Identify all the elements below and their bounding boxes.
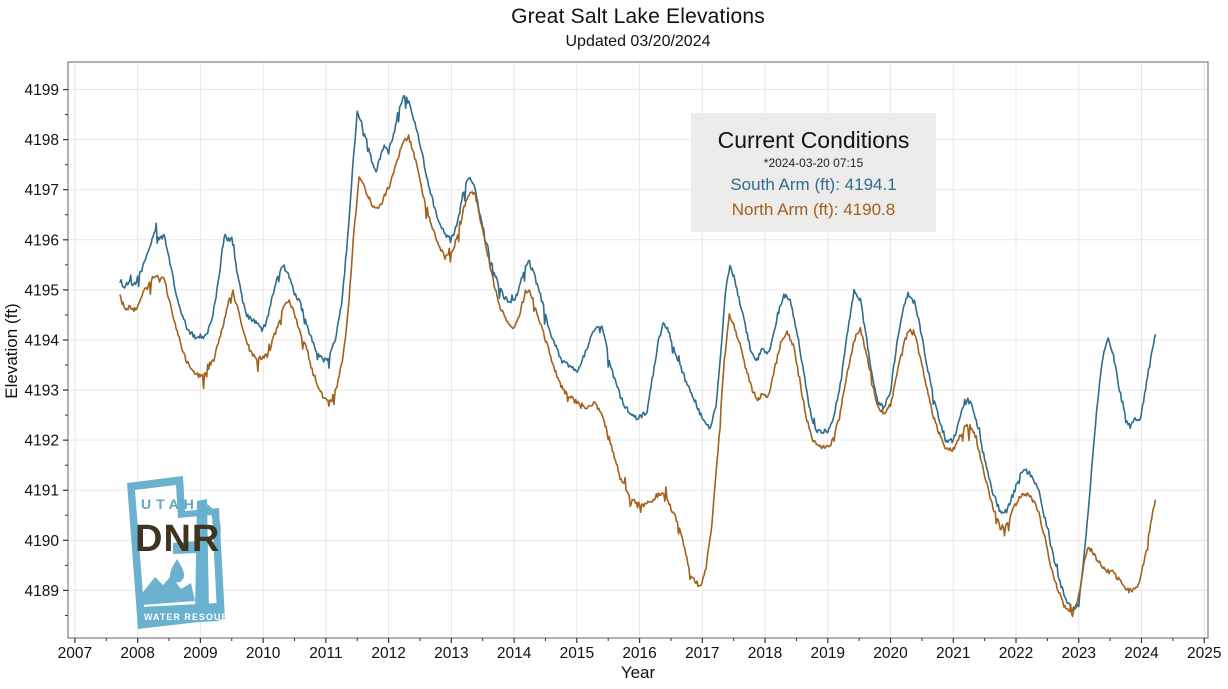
mountains-icon	[139, 576, 195, 605]
x-tick-label: 2016	[622, 645, 656, 662]
current-conditions-timestamp: *2024-03-20 07:15	[763, 156, 864, 171]
x-tick-label: 2019	[811, 645, 845, 662]
y-tick-label: 4193	[25, 383, 59, 400]
plot-border	[67, 61, 1209, 639]
page-subtitle: Updated 03/20/2024	[565, 33, 711, 50]
page-title: Great Salt Lake Elevations	[511, 5, 765, 28]
y-tick-label: 4190	[25, 533, 60, 550]
logo-agency-text: DNR	[135, 518, 220, 560]
x-tick-label: 2017	[685, 645, 719, 662]
logo-banner	[141, 603, 219, 625]
y-tick-label: 4197	[25, 182, 59, 199]
x-tick-label: 2008	[120, 645, 154, 662]
x-tick-label: 2012	[371, 645, 405, 662]
x-tick-label: 2007	[58, 645, 92, 662]
x-tick-label: 2020	[873, 645, 908, 662]
north-arm-current-value: North Arm (ft): 4190.8	[731, 200, 896, 220]
y-tick-label: 4196	[25, 232, 59, 249]
x-tick-label: 2023	[1062, 645, 1096, 662]
x-tick-label: 2013	[434, 645, 468, 662]
series-south-arm	[119, 94, 1157, 612]
x-tick-label: 2010	[246, 645, 281, 662]
water-drop-icon	[170, 559, 185, 583]
logo-division-text: WATER RESOURCES	[144, 612, 249, 622]
y-tick-label: 4194	[25, 332, 60, 349]
x-tick-label: 2024	[1124, 645, 1159, 662]
x-tick-label: 2009	[183, 645, 217, 662]
y-tick-label: 4189	[25, 583, 59, 600]
x-tick-label: 2018	[748, 645, 782, 662]
series-north-arm	[119, 134, 1157, 618]
pump-icon	[173, 499, 221, 616]
y-tick-label: 4192	[25, 433, 59, 450]
y-axis-label: Elevation (ft)	[2, 303, 21, 399]
y-tick-label: 4199	[25, 82, 59, 99]
x-axis-label: Year	[620, 663, 656, 682]
south-arm-current-value: South Arm (ft): 4194.1	[730, 175, 897, 195]
utah-dnr-logo: WATER RESOURCES UTAH DNR	[127, 476, 249, 629]
logo-state-text: UTAH	[141, 496, 199, 512]
current-conditions-box: Current Conditions *2024-03-20 07:15 Sou…	[691, 113, 936, 232]
current-conditions-heading: Current Conditions	[717, 127, 910, 154]
x-tick-label: 2021	[936, 645, 970, 662]
x-tick-label: 2011	[309, 645, 342, 662]
x-tick-label: 2022	[999, 645, 1033, 662]
y-tick-label: 4191	[25, 483, 59, 500]
x-tick-label: 2014	[497, 645, 532, 662]
x-tick-label: 2015	[560, 645, 594, 662]
x-tick-label: 2025	[1187, 645, 1221, 662]
y-tick-label: 4195	[25, 282, 59, 299]
y-tick-label: 4198	[25, 132, 59, 149]
